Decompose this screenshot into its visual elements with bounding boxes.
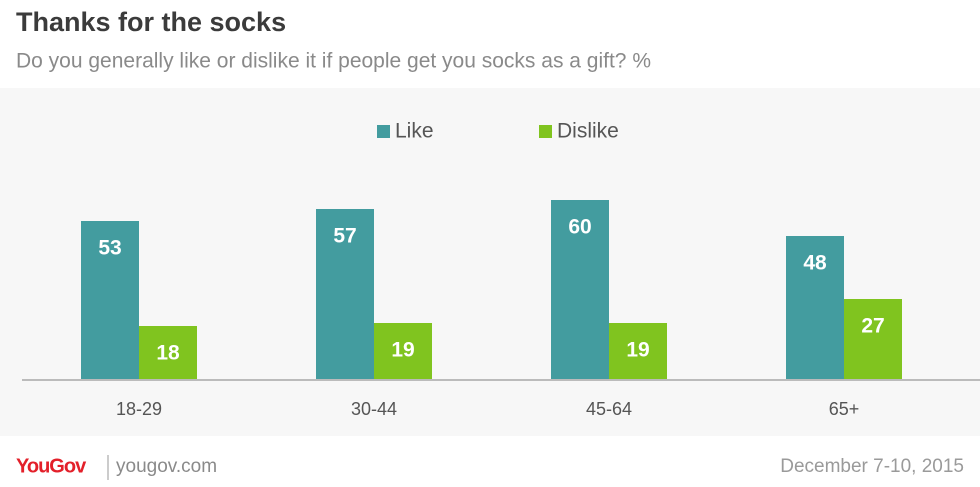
bar — [786, 236, 844, 380]
x-tick-label: 45-64 — [586, 399, 632, 419]
legend-label: Like — [395, 120, 434, 143]
chart-title: Thanks for the socks — [16, 7, 286, 37]
x-tick-label: 65+ — [829, 399, 860, 419]
x-tick-label: 18-29 — [116, 399, 162, 419]
site: yougov.com — [116, 456, 217, 477]
x-tick-label: 30-44 — [351, 399, 397, 419]
bar — [374, 323, 432, 380]
brand: YouGov — [16, 455, 87, 477]
value-label: 57 — [333, 225, 356, 248]
legend-swatch — [539, 125, 552, 138]
value-label: 48 — [803, 252, 827, 275]
date: December 7-10, 2015 — [780, 456, 964, 477]
bar — [844, 299, 902, 380]
bar — [81, 221, 139, 380]
value-label: 27 — [861, 315, 884, 338]
value-label: 19 — [626, 339, 649, 362]
value-label: 60 — [568, 216, 591, 239]
bar — [551, 200, 609, 380]
value-label: 19 — [391, 339, 414, 362]
chart-subtitle: Do you generally like or dislike it if p… — [16, 50, 651, 73]
legend-swatch — [377, 125, 390, 138]
bar — [609, 323, 667, 380]
legend-label: Dislike — [557, 120, 619, 143]
value-label: 18 — [156, 342, 180, 365]
bar — [316, 209, 374, 380]
bar — [139, 326, 197, 380]
value-label: 53 — [98, 237, 121, 260]
